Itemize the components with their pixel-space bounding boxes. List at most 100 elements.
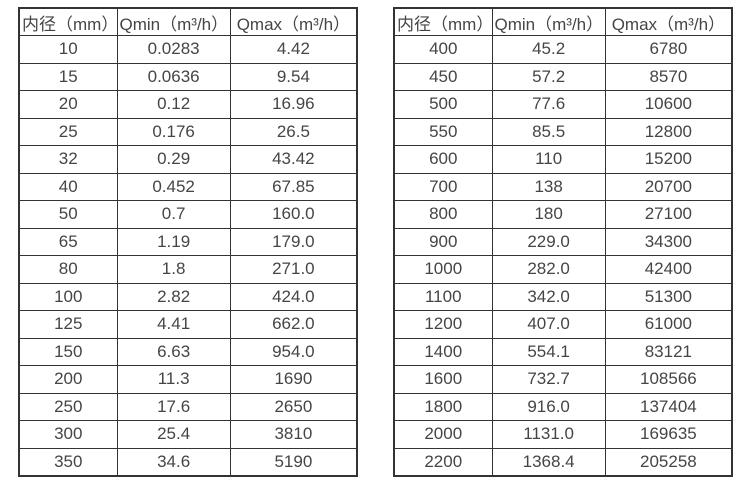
cell-diameter: 200	[18, 365, 118, 394]
cell-qmin: 4.41	[116, 310, 231, 339]
cell-qmax: 5190	[229, 447, 358, 476]
cell-diameter: 700	[393, 172, 493, 201]
cell-qmax: 271.0	[229, 255, 358, 284]
cell-qmin: 282.0	[491, 255, 606, 284]
table-row: 25 0.176 26.5	[18, 117, 358, 146]
cell-diameter: 50	[18, 200, 118, 229]
cell-qmax: 34300	[604, 227, 733, 256]
cell-diameter: 600	[393, 145, 493, 174]
cell-qmax: 9.54	[229, 62, 358, 91]
cell-diameter: 1000	[393, 255, 493, 284]
table-row: 700 138 20700	[393, 172, 733, 201]
cell-qmin: 732.7	[491, 365, 606, 394]
cell-qmin: 11.3	[116, 365, 231, 394]
cell-qmax: 137404	[604, 392, 733, 421]
cell-diameter: 1600	[393, 365, 493, 394]
cell-qmax: 954.0	[229, 337, 358, 366]
cell-qmax: 4.42	[229, 35, 358, 64]
cell-diameter: 40	[18, 172, 118, 201]
flow-rate-table-large-diameters: 内径（mm） Qmin（m³/h） Qmax（m³/h） 400 45.2 6780 450…	[393, 7, 733, 477]
header-row: 内径（mm） Qmin（m³/h） Qmax（m³/h）	[18, 7, 358, 36]
cell-qmin: 1131.0	[491, 420, 606, 449]
table-row: 2200 1368.4 205258	[393, 447, 733, 476]
cell-qmax: 12800	[604, 117, 733, 146]
cell-qmin: 110	[491, 145, 606, 174]
cell-qmin: 77.6	[491, 90, 606, 119]
cell-diameter: 450	[393, 62, 493, 91]
table-row: 150 6.63 954.0	[18, 337, 358, 366]
cell-diameter: 15	[18, 62, 118, 91]
cell-qmax: 205258	[604, 447, 733, 476]
table-row: 200 11.3 1690	[18, 365, 358, 394]
cell-diameter: 250	[18, 392, 118, 421]
cell-diameter: 10	[18, 35, 118, 64]
cell-qmax: 42400	[604, 255, 733, 284]
cell-qmin: 85.5	[491, 117, 606, 146]
header-cell-qmax: Qmax（m³/h）	[229, 7, 358, 36]
cell-qmin: 0.7	[116, 200, 231, 229]
table-row: 300 25.4 3810	[18, 420, 358, 449]
table-row: 100 2.82 424.0	[18, 282, 358, 311]
table-row: 125 4.41 662.0	[18, 310, 358, 339]
cell-qmin: 180	[491, 200, 606, 229]
cell-qmax: 160.0	[229, 200, 358, 229]
table-row: 1800 916.0 137404	[393, 392, 733, 421]
table-row: 1600 732.7 108566	[393, 365, 733, 394]
cell-qmin: 0.0636	[116, 62, 231, 91]
header-cell-qmin: Qmin（m³/h）	[116, 7, 231, 36]
cell-diameter: 125	[18, 310, 118, 339]
cell-qmax: 16.96	[229, 90, 358, 119]
header-cell-qmax: Qmax（m³/h）	[604, 7, 733, 36]
table-row: 20 0.12 16.96	[18, 90, 358, 119]
cell-qmax: 43.42	[229, 145, 358, 174]
table-row: 550 85.5 12800	[393, 117, 733, 146]
cell-qmin: 916.0	[491, 392, 606, 421]
cell-qmin: 407.0	[491, 310, 606, 339]
table-row: 1400 554.1 83121	[393, 337, 733, 366]
cell-diameter: 900	[393, 227, 493, 256]
cell-qmin: 0.0283	[116, 35, 231, 64]
table-row: 900 229.0 34300	[393, 227, 733, 256]
header-cell-diameter: 内径（mm）	[393, 7, 493, 36]
cell-qmax: 424.0	[229, 282, 358, 311]
table-row: 65 1.19 179.0	[18, 227, 358, 256]
table-row: 50 0.7 160.0	[18, 200, 358, 229]
cell-qmax: 3810	[229, 420, 358, 449]
cell-qmax: 51300	[604, 282, 733, 311]
table-row: 600 110 15200	[393, 145, 733, 174]
cell-qmin: 45.2	[491, 35, 606, 64]
cell-qmax: 2650	[229, 392, 358, 421]
cell-qmin: 0.452	[116, 172, 231, 201]
cell-qmin: 1.8	[116, 255, 231, 284]
table-row: 450 57.2 8570	[393, 62, 733, 91]
table-row: 15 0.0636 9.54	[18, 62, 358, 91]
table-row: 400 45.2 6780	[393, 35, 733, 64]
table-row: 80 1.8 271.0	[18, 255, 358, 284]
cell-qmax: 83121	[604, 337, 733, 366]
table-row: 500 77.6 10600	[393, 90, 733, 119]
cell-qmin: 6.63	[116, 337, 231, 366]
table-row: 1100 342.0 51300	[393, 282, 733, 311]
cell-qmax: 8570	[604, 62, 733, 91]
cell-qmax: 26.5	[229, 117, 358, 146]
cell-diameter: 300	[18, 420, 118, 449]
cell-qmin: 0.12	[116, 90, 231, 119]
cell-diameter: 150	[18, 337, 118, 366]
cell-qmax: 61000	[604, 310, 733, 339]
cell-qmax: 27100	[604, 200, 733, 229]
cell-diameter: 1400	[393, 337, 493, 366]
cell-diameter: 20	[18, 90, 118, 119]
table-row: 40 0.452 67.85	[18, 172, 358, 201]
cell-qmin: 17.6	[116, 392, 231, 421]
header-row: 内径（mm） Qmin（m³/h） Qmax（m³/h）	[393, 7, 733, 36]
flow-rate-table-small-diameters: 内径（mm） Qmin（m³/h） Qmax（m³/h） 10 0.0283 4.42 15…	[18, 7, 358, 477]
cell-qmin: 2.82	[116, 282, 231, 311]
cell-diameter: 350	[18, 447, 118, 476]
header-cell-qmin: Qmin（m³/h）	[491, 7, 606, 36]
cell-qmin: 0.176	[116, 117, 231, 146]
cell-qmax: 10600	[604, 90, 733, 119]
cell-diameter: 1100	[393, 282, 493, 311]
table-row: 10 0.0283 4.42	[18, 35, 358, 64]
cell-diameter: 550	[393, 117, 493, 146]
